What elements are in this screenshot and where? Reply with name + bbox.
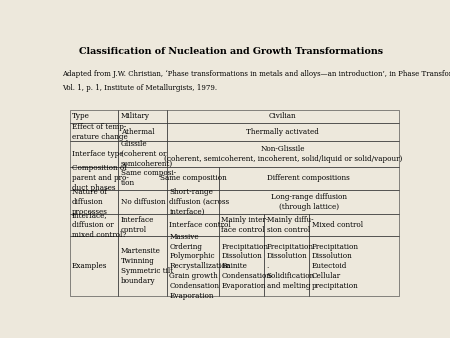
Bar xyxy=(118,141,167,167)
Bar xyxy=(118,110,167,123)
Text: Same composi-
tion: Same composi- tion xyxy=(121,169,176,187)
Bar xyxy=(167,123,399,141)
Bar xyxy=(167,190,219,214)
Text: Same composition: Same composition xyxy=(160,174,226,182)
Text: Classification of Nucleation and Growth Transformations: Classification of Nucleation and Growth … xyxy=(79,47,382,56)
Text: No diffusion: No diffusion xyxy=(121,198,165,206)
Bar xyxy=(167,141,399,167)
Text: Athermal: Athermal xyxy=(121,128,154,136)
Bar xyxy=(118,190,167,214)
Text: Adapted from J.W. Christian, ‘Phase transformations in metals and alloys—an intr: Adapted from J.W. Christian, ‘Phase tran… xyxy=(63,71,450,78)
Text: Glissile
(coherent or
semicoherent): Glissile (coherent or semicoherent) xyxy=(121,140,173,168)
Bar xyxy=(69,167,118,190)
Text: Precipitation
Dissolution
Bainite
Condensation
Evaporation: Precipitation Dissolution Bainite Conden… xyxy=(221,243,271,290)
Text: Mixed control: Mixed control xyxy=(311,221,363,229)
Bar xyxy=(167,167,219,190)
Bar xyxy=(69,123,118,141)
Bar xyxy=(219,167,399,190)
Text: Non-Glissile
(coherent, semicoherent, incoherent, solid/liquid or solid/vapour): Non-Glissile (coherent, semicoherent, in… xyxy=(164,145,402,163)
Bar xyxy=(69,110,118,123)
Text: Interface,
diffusion or
mixed control?: Interface, diffusion or mixed control? xyxy=(72,212,126,239)
Bar xyxy=(219,214,264,236)
Text: Mainly inter-
face control: Mainly inter- face control xyxy=(221,216,269,234)
Text: Civilian: Civilian xyxy=(269,113,297,120)
Bar xyxy=(219,190,399,214)
Bar xyxy=(167,110,399,123)
Text: Short-range
diffusion (across
interface): Short-range diffusion (across interface) xyxy=(169,188,230,216)
Bar xyxy=(309,214,399,236)
Text: Precipitation
Dissolution
.
Solidification
and melting: Precipitation Dissolution . Solidificati… xyxy=(266,243,315,290)
Bar xyxy=(69,141,118,167)
Text: Nature of
diffusion
processes: Nature of diffusion processes xyxy=(72,188,108,216)
Text: Interface
control: Interface control xyxy=(121,216,154,234)
Text: Mainly diffu-
sion control: Mainly diffu- sion control xyxy=(266,216,313,234)
Text: Massive
Ordering
Polymorphic
Recrystallization
Grain growth
Condensation
Evapora: Massive Ordering Polymorphic Recrystalli… xyxy=(169,233,231,299)
Text: Long-range diffusion
(through lattice): Long-range diffusion (through lattice) xyxy=(271,193,347,211)
Text: Different compositions: Different compositions xyxy=(267,174,350,182)
Text: Vol. 1, p. 1, Institute of Metallurgists, 1979.: Vol. 1, p. 1, Institute of Metallurgists… xyxy=(63,84,218,92)
Bar xyxy=(118,167,167,190)
Text: Type: Type xyxy=(72,113,90,120)
Text: Martensite
Twinning
Symmetric tilt
boundary: Martensite Twinning Symmetric tilt bound… xyxy=(121,247,173,285)
Bar xyxy=(309,236,399,296)
Bar xyxy=(118,236,167,296)
Text: Composition of
parent and pro-
duct phases: Composition of parent and pro- duct phas… xyxy=(72,165,129,192)
Bar xyxy=(264,236,309,296)
Text: Thermally activated: Thermally activated xyxy=(247,128,319,136)
Bar xyxy=(69,190,118,214)
Text: Interface control: Interface control xyxy=(169,221,231,229)
Bar xyxy=(69,214,118,236)
Bar xyxy=(167,236,219,296)
Bar xyxy=(118,214,167,236)
Bar xyxy=(219,236,264,296)
Bar xyxy=(167,214,219,236)
Bar xyxy=(69,236,118,296)
Text: Precipitation
Dissolution
Eutectoid
Cellular
precipitation: Precipitation Dissolution Eutectoid Cell… xyxy=(311,243,359,290)
Bar xyxy=(264,214,309,236)
Bar xyxy=(118,123,167,141)
Text: Examples: Examples xyxy=(72,262,107,270)
Text: Effect of temp-
erature change: Effect of temp- erature change xyxy=(72,123,128,141)
Text: Military: Military xyxy=(121,113,150,120)
Text: Interface type: Interface type xyxy=(72,150,123,158)
